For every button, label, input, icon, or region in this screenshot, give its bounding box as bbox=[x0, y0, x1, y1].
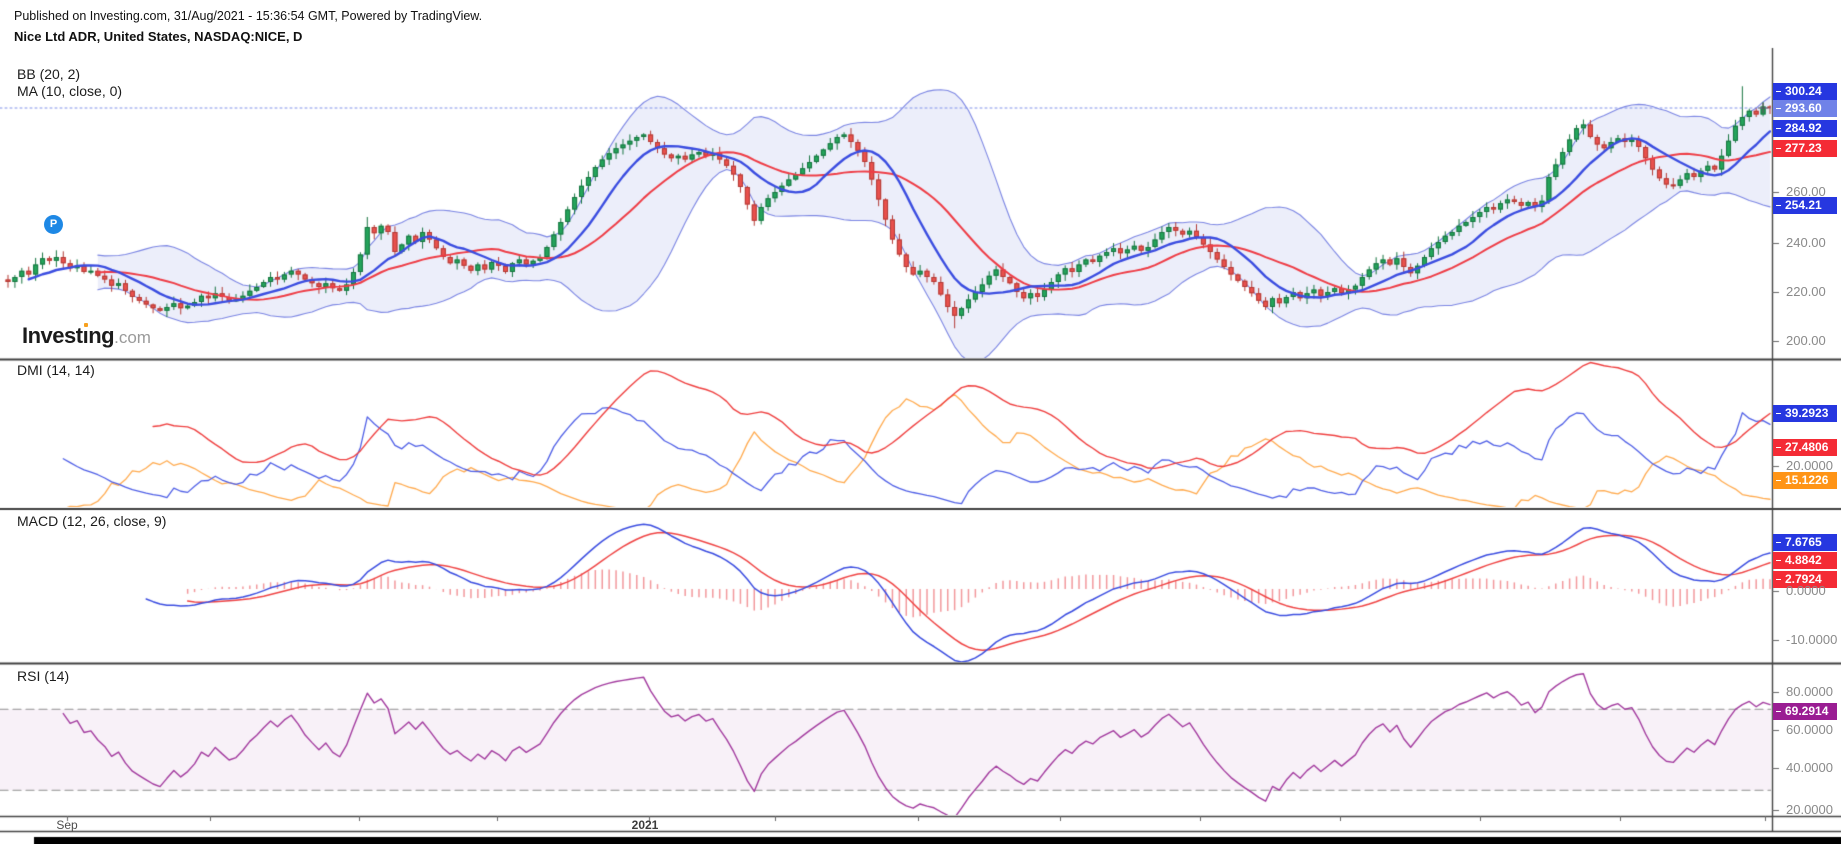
price-axis-tick-label: 240.00 bbox=[1786, 235, 1826, 250]
price-axis-badge: 300.24 bbox=[1773, 82, 1837, 100]
instrument-title: Nice Ltd ADR, United States, NASDAQ:NICE… bbox=[14, 29, 303, 44]
rsi-axis-tick-label: 40.0000 bbox=[1786, 760, 1833, 775]
macd-axis-tick-label: 0.0000 bbox=[1786, 583, 1826, 598]
rsi-axis-tick-label: 60.0000 bbox=[1786, 722, 1833, 737]
x-axis-label: Sep bbox=[56, 818, 78, 832]
price-axis-tick-label: 200.00 bbox=[1786, 333, 1826, 348]
dmi-indicator-label: DMI (14, 14) bbox=[17, 362, 95, 378]
price-axis-tick-label: 260.00 bbox=[1786, 184, 1826, 199]
rsi-axis-badge: 69.2914 bbox=[1773, 702, 1837, 720]
rsi-indicator-label: RSI (14) bbox=[17, 668, 70, 684]
dmi-axis-badge: 15.1226 bbox=[1773, 471, 1837, 489]
macd-axis-badge: 2.7924 bbox=[1773, 570, 1837, 588]
dmi-axis-badge: 27.4806 bbox=[1773, 438, 1837, 456]
macd-axis-tick-label: -10.0000 bbox=[1786, 632, 1838, 647]
price-axis-badge: 254.21 bbox=[1773, 196, 1837, 214]
dmi-axis-badge: 39.2923 bbox=[1773, 404, 1837, 422]
macd-axis-badge: 7.6765 bbox=[1773, 533, 1837, 551]
rsi-axis-tick-label: 20.0000 bbox=[1786, 802, 1833, 817]
macd-axis-badge: 4.8842 bbox=[1773, 551, 1837, 569]
price-axis-tick-label: 220.00 bbox=[1786, 284, 1826, 299]
price-axis-badge: 277.23 bbox=[1773, 139, 1837, 157]
logo-orange-dot-i: ı bbox=[82, 323, 89, 348]
dmi-axis-tick-label: 20.0000 bbox=[1786, 458, 1833, 473]
x-axis-label: 2021 bbox=[631, 818, 659, 832]
publisher-p-marker: P bbox=[44, 215, 63, 234]
investing-logo: Investıng.com bbox=[22, 323, 151, 348]
bb-indicator-label: BB (20, 2) bbox=[17, 66, 81, 82]
published-line: Published on Investing.com, 31/Aug/2021 … bbox=[14, 9, 483, 23]
ma-indicator-label: MA (10, close, 0) bbox=[17, 83, 123, 99]
price-axis-badge: 293.60 bbox=[1773, 99, 1837, 117]
macd-indicator-label: MACD (12, 26, close, 9) bbox=[17, 513, 167, 529]
rsi-axis-tick-label: 80.0000 bbox=[1786, 684, 1833, 699]
price-axis-badge: 284.92 bbox=[1773, 119, 1837, 137]
